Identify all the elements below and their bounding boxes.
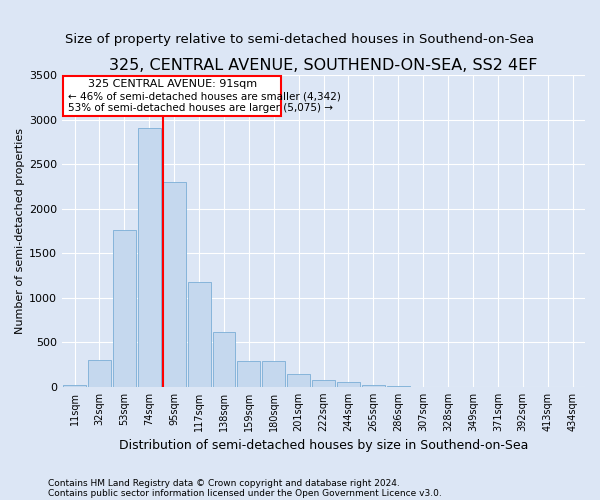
Bar bbox=[63, 384, 86, 387]
Text: 53% of semi-detached houses are larger (5,075) →: 53% of semi-detached houses are larger (… bbox=[68, 104, 334, 114]
Bar bbox=[212, 332, 235, 387]
Bar bbox=[337, 382, 360, 387]
Bar bbox=[113, 230, 136, 387]
FancyBboxPatch shape bbox=[64, 76, 281, 116]
Bar bbox=[312, 380, 335, 387]
Text: Contains public sector information licensed under the Open Government Licence v3: Contains public sector information licen… bbox=[48, 488, 442, 498]
Text: 325 CENTRAL AVENUE: 91sqm: 325 CENTRAL AVENUE: 91sqm bbox=[88, 79, 257, 89]
X-axis label: Distribution of semi-detached houses by size in Southend-on-Sea: Distribution of semi-detached houses by … bbox=[119, 440, 528, 452]
Bar bbox=[287, 374, 310, 387]
Bar bbox=[238, 361, 260, 387]
Bar bbox=[362, 385, 385, 387]
Y-axis label: Number of semi-detached properties: Number of semi-detached properties bbox=[15, 128, 25, 334]
Text: Contains HM Land Registry data © Crown copyright and database right 2024.: Contains HM Land Registry data © Crown c… bbox=[48, 478, 400, 488]
Bar bbox=[188, 282, 211, 387]
Title: 325, CENTRAL AVENUE, SOUTHEND-ON-SEA, SS2 4EF: 325, CENTRAL AVENUE, SOUTHEND-ON-SEA, SS… bbox=[109, 58, 538, 72]
Bar bbox=[138, 128, 161, 387]
Text: Size of property relative to semi-detached houses in Southend-on-Sea: Size of property relative to semi-detach… bbox=[65, 32, 535, 46]
Bar bbox=[163, 182, 185, 387]
Text: ← 46% of semi-detached houses are smaller (4,342): ← 46% of semi-detached houses are smalle… bbox=[68, 91, 341, 101]
Bar bbox=[262, 362, 285, 387]
Bar bbox=[88, 360, 111, 387]
